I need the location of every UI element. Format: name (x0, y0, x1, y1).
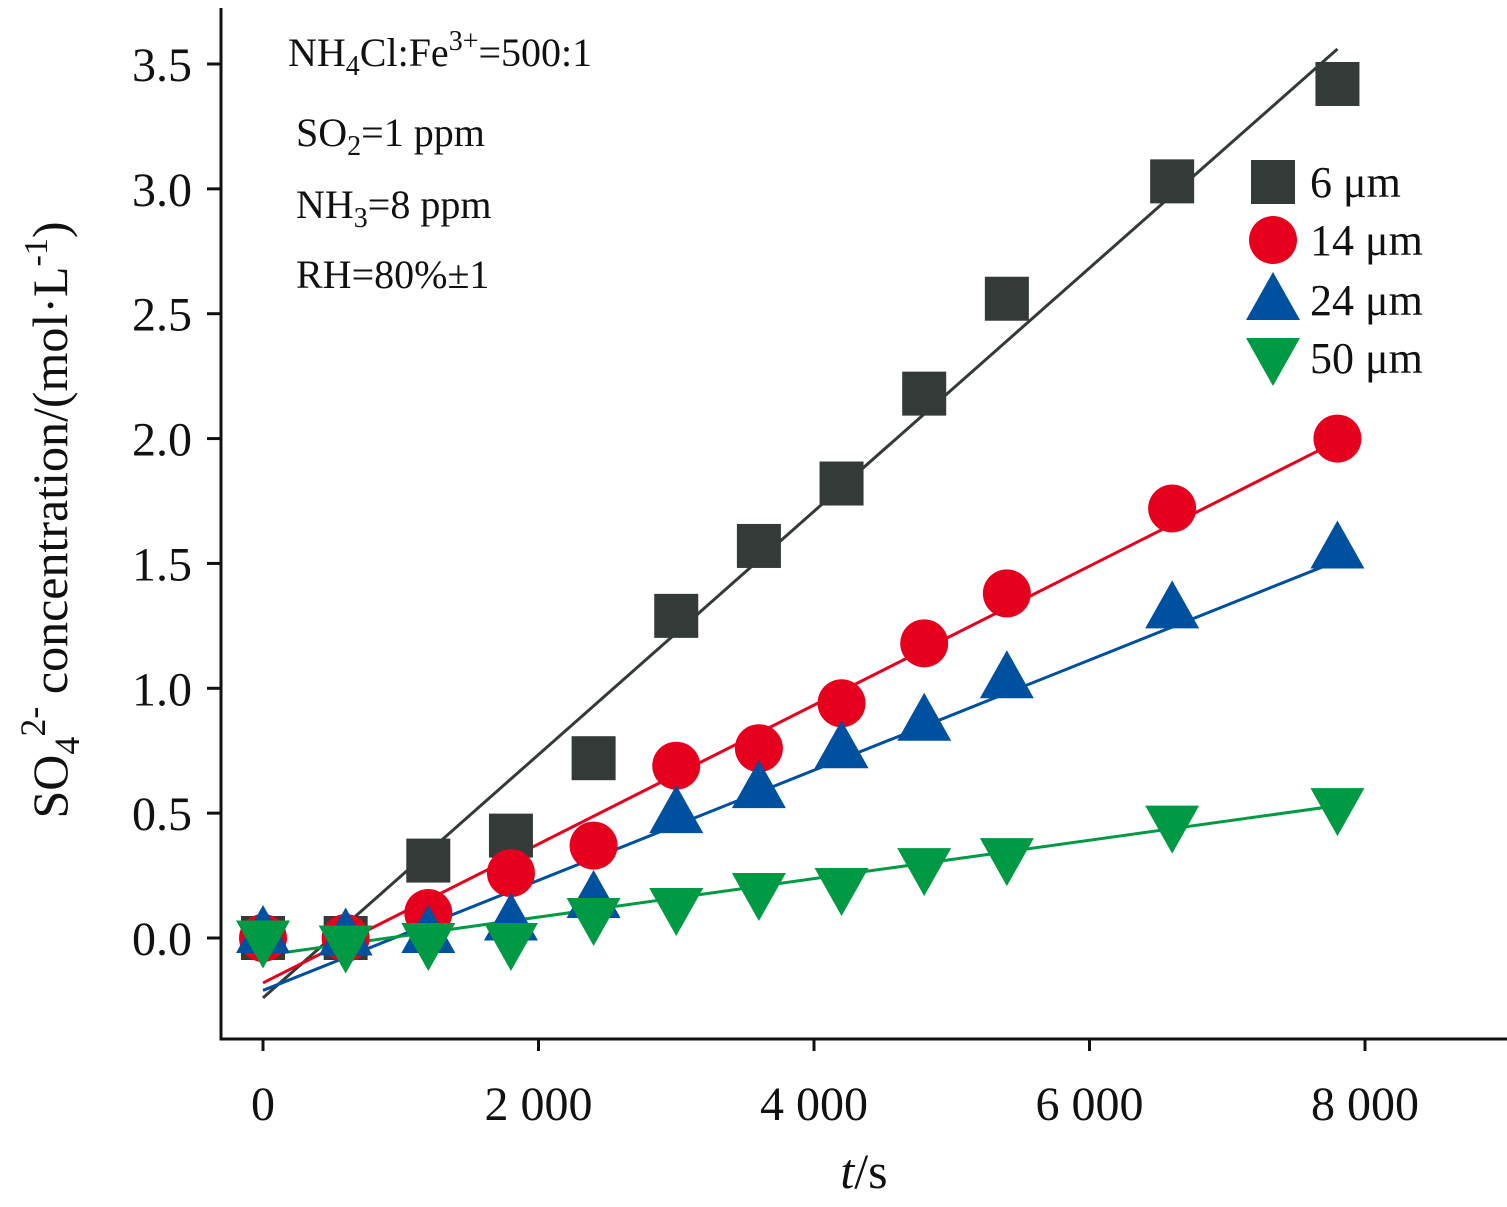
y-tick-label: 0.5 (132, 788, 192, 841)
data-point (1313, 414, 1362, 463)
data-point (817, 679, 866, 728)
legend-marker (1251, 160, 1295, 204)
y-axis-title: SO42- concentration/(mol·L-1) (13, 221, 87, 818)
legend-label: 50 μm (1310, 334, 1423, 383)
ticks: 0 2 000 4 000 6 000 8 000 0.0 0.5 1.0 1.5 2.0 2.5 3… (132, 39, 1419, 1131)
data-point (406, 838, 451, 883)
y-tick-label: 1.5 (132, 538, 192, 591)
condition-text: =500:1 (478, 30, 592, 75)
y-tick-label: 2.0 (132, 414, 192, 467)
data-point (1315, 61, 1360, 106)
legend-marker (1246, 338, 1300, 386)
data-point (736, 523, 781, 568)
data-point (486, 849, 535, 898)
data-point (819, 461, 864, 506)
data-point (571, 736, 616, 781)
x-axis-title-italic: t (840, 1143, 855, 1199)
data-point (1145, 580, 1200, 629)
y-tick-label: 2.5 (132, 289, 192, 342)
data-point (1150, 159, 1195, 204)
data-point (982, 569, 1031, 618)
y-tick-label: 1.0 (132, 663, 192, 716)
condition-text: RH=80%±1 (296, 252, 489, 297)
data-point (569, 821, 618, 870)
data-point (731, 873, 786, 922)
y-axis-title-text: concentration/(mol·L (22, 266, 78, 706)
fit-line (262, 439, 1339, 985)
condition-subscript: 2 (347, 131, 361, 162)
y-axis-title-text: ) (22, 221, 78, 238)
condition-text: =8 ppm (368, 182, 492, 227)
data-point (236, 920, 290, 969)
data-point (897, 848, 952, 897)
condition-text: SO (296, 110, 347, 155)
condition-label: NH4Cl:Fe3+=500:1 (288, 26, 592, 82)
condition-subscript: 3 (354, 203, 368, 234)
x-tick-label: 2 000 (485, 1078, 593, 1131)
data-point (900, 619, 949, 668)
data-point (649, 785, 704, 834)
data-point (318, 925, 373, 974)
x-axis-title: t/s (840, 1143, 887, 1199)
legend-label: 24 μm (1310, 276, 1423, 325)
y-tick-label: 0.0 (132, 913, 192, 966)
legend-label: 6 μm (1310, 158, 1401, 207)
y-axis-title-text: SO (22, 755, 78, 819)
legend: 6 μm 14 μm 24 μm 50 μm (1246, 158, 1423, 386)
data-point (401, 922, 456, 971)
y-axis-title-superscript: 2- (13, 707, 53, 737)
legend-label: 14 μm (1310, 216, 1423, 265)
legend-marker (1249, 216, 1297, 264)
y-tick-label: 3.5 (132, 39, 192, 92)
condition-label: NH3=8 ppm (296, 182, 491, 234)
data-point (566, 898, 621, 947)
condition-superscript: 3+ (449, 26, 479, 57)
data-point (1148, 484, 1197, 533)
x-tick-label: 0 (251, 1078, 275, 1131)
data-point (483, 922, 538, 971)
condition-label: RH=80%±1 (296, 252, 489, 297)
condition-subscript: 4 (346, 51, 360, 82)
data-point (734, 724, 783, 773)
condition-text: =1 ppm (361, 110, 485, 155)
x-axis-title-unit: /s (854, 1143, 887, 1199)
condition-text: NH (288, 30, 346, 75)
data-point (1145, 805, 1200, 854)
x-tick-label: 4 000 (760, 1078, 868, 1131)
x-tick-label: 8 000 (1311, 1078, 1419, 1131)
data-point (814, 720, 869, 769)
axes (219, 8, 1507, 1041)
data-point (984, 276, 1029, 321)
x-tick-label: 6 000 (1036, 1078, 1144, 1131)
data-points (236, 61, 1365, 974)
data-point (652, 741, 701, 790)
data-point (814, 868, 869, 917)
data-point (1310, 520, 1365, 569)
condition-text: Cl:Fe (360, 30, 449, 75)
condition-text: NH (296, 182, 354, 227)
y-axis-title-subscript: 4 (47, 737, 87, 755)
y-tick-label: 3.0 (132, 164, 192, 217)
data-point (979, 838, 1034, 887)
data-point (979, 650, 1034, 699)
data-point (731, 760, 786, 809)
data-point (897, 692, 952, 741)
condition-label: SO2=1 ppm (296, 110, 485, 162)
y-axis-title-superscript: -1 (18, 238, 55, 266)
data-point (654, 593, 699, 638)
data-point (649, 888, 704, 937)
data-point (902, 371, 947, 416)
legend-marker (1246, 272, 1300, 320)
data-point (1310, 788, 1365, 837)
